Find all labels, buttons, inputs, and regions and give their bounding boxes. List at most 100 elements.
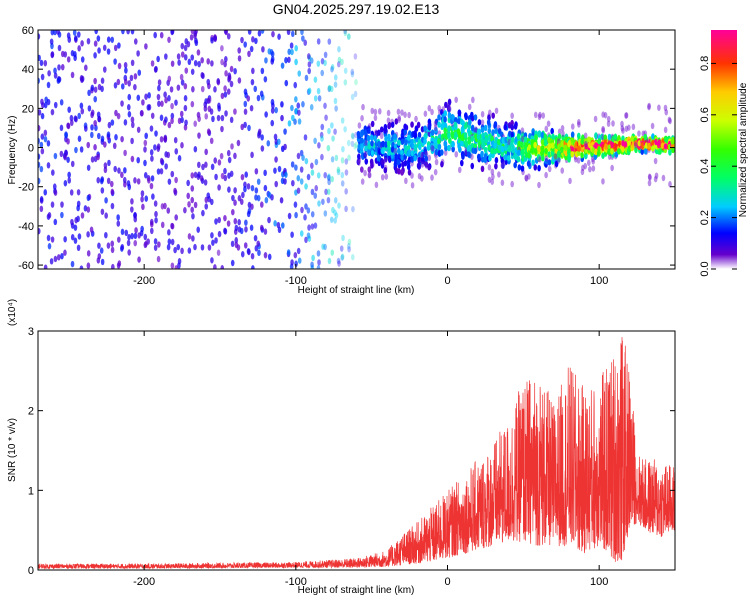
spectrogram-cell <box>313 137 317 145</box>
spectrogram-cell <box>170 30 175 35</box>
spectrogram-cell <box>223 174 228 182</box>
spectrogram-cell <box>427 164 431 171</box>
spectrogram-cell <box>360 115 364 122</box>
spectrogram-cell <box>470 153 474 160</box>
spectrogram-cell <box>86 206 91 213</box>
spectrogram-cell <box>344 188 348 195</box>
spectrogram-cell <box>236 244 241 251</box>
spectrogram-cell <box>74 35 78 42</box>
spectrogram-cell <box>227 172 231 179</box>
spectrogram-cell <box>39 59 44 67</box>
spectrogram-cell <box>650 122 655 130</box>
spectrogram-cell <box>443 122 448 129</box>
spectrogram-cell <box>220 125 224 133</box>
spectrogram-cell <box>41 101 45 109</box>
spectrogram-cell <box>283 178 287 185</box>
spectrogram-cell <box>80 40 84 47</box>
spectrogram-cell <box>229 80 234 88</box>
spectrogram-cell <box>43 129 48 137</box>
spectrogram-cell <box>363 169 367 177</box>
spectrogram-cell <box>553 153 558 160</box>
spectrogram-cell <box>239 227 244 235</box>
spectrogram-cell <box>38 227 41 235</box>
spectrogram-cell <box>116 214 120 221</box>
spectrogram-cell <box>347 246 351 253</box>
spectrogram-cell <box>210 37 214 44</box>
spectrogram-cell <box>340 58 344 66</box>
spectrogram-cell <box>320 135 324 142</box>
spectrogram-cell <box>413 143 418 151</box>
spectrogram-cell <box>203 179 208 186</box>
spectrogram-cell <box>169 86 174 93</box>
spectrogram-cell <box>384 173 389 180</box>
spectrogram-cell <box>503 124 508 131</box>
spectrogram-cell <box>84 125 88 132</box>
spectrogram-cell <box>231 208 235 216</box>
spectrogram-cell <box>634 146 638 154</box>
spectrogram-cell <box>313 222 318 229</box>
spectrogram-cell <box>336 61 341 68</box>
spectrogram-cell <box>534 147 538 155</box>
spectrogram-cell <box>538 156 542 163</box>
spectrogram-cell <box>557 128 562 135</box>
spectrogram-cell <box>274 180 279 188</box>
spectrogram-cell <box>546 120 551 127</box>
spectrogram-cell <box>570 136 575 143</box>
spectrogram-cell <box>360 166 364 173</box>
spectrogram-cell <box>370 107 375 115</box>
spectrogram-cell <box>507 146 512 153</box>
colorbar-label: Normalized spectral amplitude <box>738 82 749 217</box>
spectrogram-cell <box>190 196 195 204</box>
spectrogram-cell <box>537 181 541 189</box>
spectrogram-cell <box>157 84 161 92</box>
spectrogram-cell <box>324 188 328 196</box>
y-tick-label: -20 <box>18 182 34 194</box>
spectrogram-cell <box>610 164 614 172</box>
spectrogram-cell <box>447 98 452 106</box>
spectrogram-cell <box>93 95 98 103</box>
spectrogram-cell <box>84 64 88 71</box>
spectrogram-cell <box>427 124 432 131</box>
spectrogram-cell <box>67 106 71 113</box>
spectrogram-cell <box>200 244 205 251</box>
spectrogram-cell <box>100 208 105 215</box>
spectrogram-cell <box>176 84 181 91</box>
spectrogram-cell <box>280 62 285 69</box>
spectrogram-cell <box>340 254 345 261</box>
spectrogram-cell <box>97 132 101 140</box>
spectrogram-cell <box>591 147 595 154</box>
spectrogram-cell <box>623 141 628 148</box>
spectrogram-cell <box>287 120 292 127</box>
spectrogram-cell <box>240 36 244 44</box>
spectrogram-cell <box>273 167 277 174</box>
spectrogram-cell <box>443 132 447 139</box>
spectrogram-cell <box>86 262 91 269</box>
spectrogram-cell <box>83 205 88 212</box>
spectrogram-cell <box>270 50 275 58</box>
spectrogram-cell <box>177 155 182 162</box>
spectrogram-cell <box>263 169 267 177</box>
spectrogram-cell <box>224 56 228 63</box>
spectrogram-cell <box>206 192 211 199</box>
spectrogram-cell <box>263 184 268 192</box>
spectrogram-cell <box>176 53 181 60</box>
spectrogram-cell <box>190 172 195 179</box>
spectrogram-cell <box>124 67 128 74</box>
spectrogram-cell <box>213 86 217 93</box>
spectrogram-cell <box>211 239 215 246</box>
spectrogram-cell <box>73 224 78 231</box>
spectrogram-cell <box>153 66 158 73</box>
spectrogram-cell <box>309 104 314 111</box>
spectrogram-cell <box>114 109 118 117</box>
spectrogram-cell <box>110 188 115 196</box>
spectrogram-cell <box>457 142 461 150</box>
spectrogram-cell <box>567 140 571 148</box>
spectrogram-cell <box>70 234 75 241</box>
spectrogram-cell <box>153 144 157 151</box>
spectrogram-cell <box>196 49 201 56</box>
spectrogram-cell <box>346 242 351 250</box>
spectrogram-cell <box>591 165 596 172</box>
spectrogram-cell <box>120 135 124 143</box>
spectrogram-cell <box>351 133 355 140</box>
spectrogram-cell <box>170 170 175 178</box>
